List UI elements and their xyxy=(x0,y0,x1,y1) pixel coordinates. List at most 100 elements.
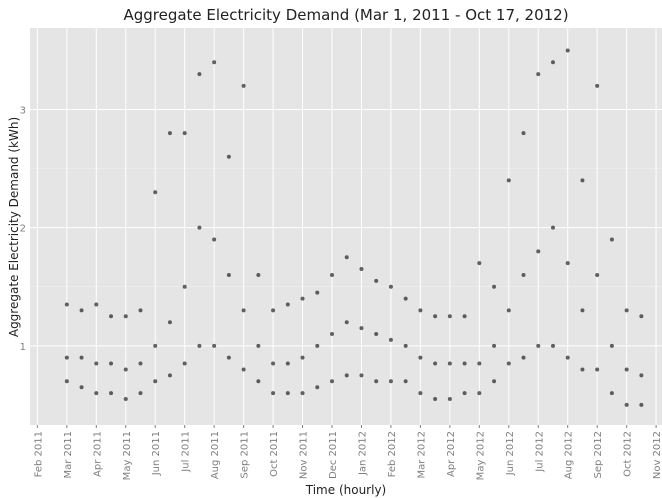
x-tick-label: Jun 2012 xyxy=(505,431,516,476)
point xyxy=(447,397,452,402)
point xyxy=(388,337,393,342)
point xyxy=(167,131,172,136)
point xyxy=(403,343,408,348)
x-tick-label: Sep 2012 xyxy=(593,431,604,478)
point xyxy=(595,272,600,277)
point xyxy=(477,361,482,366)
point xyxy=(609,237,614,242)
point xyxy=(197,343,202,348)
point xyxy=(109,391,114,396)
point xyxy=(492,379,497,384)
point xyxy=(330,332,335,337)
x-axis-label: Time (hourly) xyxy=(305,483,386,497)
point xyxy=(609,343,614,348)
point xyxy=(138,361,143,366)
point xyxy=(123,397,128,402)
point xyxy=(285,391,290,396)
point xyxy=(492,284,497,289)
point xyxy=(536,343,541,348)
x-tick-label: Jul 2012 xyxy=(534,431,545,473)
point xyxy=(595,367,600,372)
point xyxy=(94,391,99,396)
x-tick-label: Sep 2011 xyxy=(240,431,251,478)
point xyxy=(344,320,349,325)
point xyxy=(447,314,452,319)
point xyxy=(359,326,364,331)
point xyxy=(212,343,217,348)
x-tick-label: Feb 2012 xyxy=(387,431,398,477)
point xyxy=(153,190,158,195)
point xyxy=(79,385,84,390)
point xyxy=(521,355,526,360)
point xyxy=(359,267,364,272)
point xyxy=(359,373,364,378)
point xyxy=(256,379,261,384)
point xyxy=(521,272,526,277)
point xyxy=(300,355,305,360)
x-tick-label: Aug 2011 xyxy=(210,431,221,479)
point xyxy=(256,272,261,277)
points xyxy=(64,48,644,407)
chart-title: Aggregate Electricity Demand (Mar 1, 201… xyxy=(123,6,568,24)
point xyxy=(182,361,187,366)
point xyxy=(418,391,423,396)
point xyxy=(226,272,231,277)
point xyxy=(271,361,276,366)
point xyxy=(285,302,290,307)
x-tick-label: Mar 2011 xyxy=(63,431,74,479)
y-tick-label: 3 xyxy=(20,106,26,117)
point xyxy=(624,308,629,313)
x-tick-label: Oct 2012 xyxy=(623,431,634,477)
point xyxy=(138,308,143,313)
x-tick-label: Apr 2011 xyxy=(92,431,103,477)
point xyxy=(403,296,408,301)
point xyxy=(109,361,114,366)
point xyxy=(580,367,585,372)
point xyxy=(374,278,379,283)
point xyxy=(506,308,511,313)
point xyxy=(79,308,84,313)
point xyxy=(212,237,217,242)
point xyxy=(639,314,644,319)
point xyxy=(403,379,408,384)
point xyxy=(153,379,158,384)
point xyxy=(418,308,423,313)
x-tick-label: Apr 2012 xyxy=(446,431,457,477)
point xyxy=(609,391,614,396)
y-axis-label: Aggregate Electricity Demand (kWh) xyxy=(7,117,21,337)
point xyxy=(167,373,172,378)
point xyxy=(418,355,423,360)
point xyxy=(79,355,84,360)
point xyxy=(462,391,467,396)
point xyxy=(550,343,555,348)
point xyxy=(64,355,69,360)
point xyxy=(123,314,128,319)
point xyxy=(109,314,114,319)
point xyxy=(241,308,246,313)
point xyxy=(271,308,276,313)
point xyxy=(123,367,128,372)
point xyxy=(506,178,511,183)
point xyxy=(521,131,526,136)
point xyxy=(374,332,379,337)
point xyxy=(226,154,231,159)
point xyxy=(565,355,570,360)
point xyxy=(462,361,467,366)
point xyxy=(153,343,158,348)
point xyxy=(624,367,629,372)
x-tick-label: Nov 2012 xyxy=(652,431,662,479)
point xyxy=(580,178,585,183)
point xyxy=(271,391,276,396)
x-tick-label: Feb 2011 xyxy=(33,431,44,477)
point xyxy=(344,255,349,260)
point xyxy=(256,343,261,348)
point xyxy=(64,302,69,307)
point xyxy=(94,302,99,307)
point xyxy=(182,131,187,136)
point xyxy=(94,361,99,366)
x-tick-label: Nov 2011 xyxy=(299,431,310,479)
point xyxy=(565,48,570,53)
x-tick-label: Dec 2011 xyxy=(328,431,339,479)
point xyxy=(197,225,202,230)
point xyxy=(315,385,320,390)
